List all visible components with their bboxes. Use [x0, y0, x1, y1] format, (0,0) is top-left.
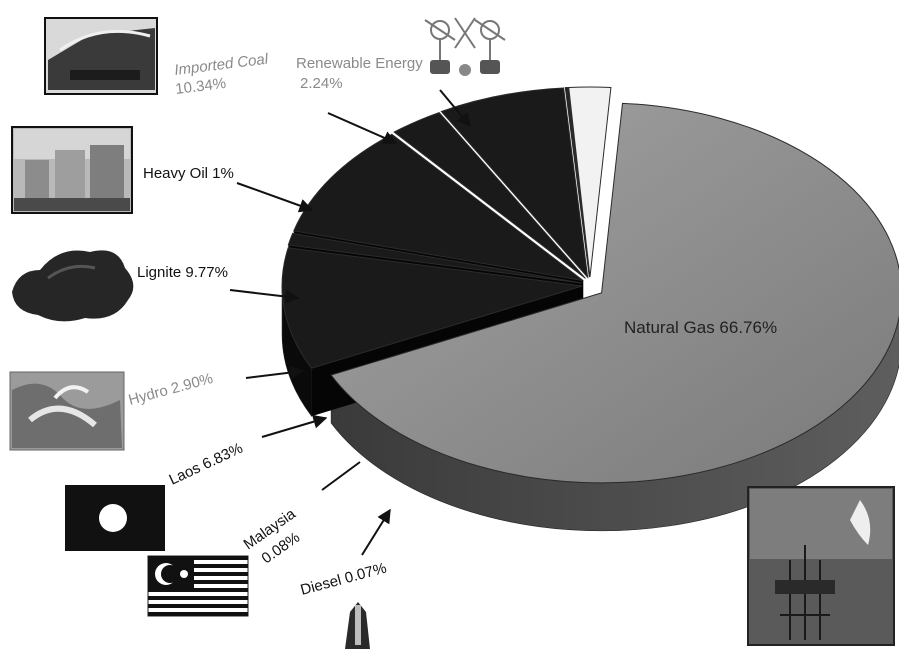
diesel-arrow	[361, 508, 391, 556]
malaysia-arrow	[321, 461, 361, 491]
label-heavy-oil: Heavy Oil 1%	[143, 165, 234, 182]
lignite-rock-icon	[12, 250, 134, 322]
slice-heavy-oil	[287, 232, 583, 284]
label-diesel: Diesel 0.07%	[299, 560, 389, 599]
laos-flag-icon	[65, 485, 165, 551]
slice-diesel	[566, 86, 590, 278]
laos-arrow	[261, 414, 328, 438]
label-imported-coal-value: 10.34%	[174, 75, 227, 98]
coal-train-photo-icon	[44, 17, 158, 95]
oil-tanks-photo-icon	[11, 126, 133, 214]
renewable-arrow	[439, 89, 471, 128]
label-natural-gas: Natural Gas 66.76%	[624, 318, 777, 337]
annotation-arrows	[229, 89, 471, 556]
malaysia-flag-icon	[147, 555, 249, 617]
lignite-arrow	[229, 289, 300, 304]
label-laos: Laos 6.83%	[167, 440, 246, 489]
slice-laos	[440, 87, 589, 279]
diesel-tank-icon	[345, 602, 370, 649]
offshore-rig-photo-icon	[747, 486, 895, 646]
slice-renewable-energy	[568, 86, 612, 278]
slice-natural-gas	[330, 102, 899, 484]
label-lignite: Lignite 9.77%	[137, 264, 228, 281]
heavy-oil-arrow	[236, 182, 314, 213]
pie-layer	[281, 86, 899, 532]
hydro-arrow	[245, 365, 305, 380]
hydro-dam-photo-icon	[9, 371, 125, 451]
label-hydro: Hydro 2.90%	[127, 370, 215, 409]
label-renewable-value: 2.24%	[300, 75, 343, 92]
label-renewable-name: Renewable Energy	[296, 55, 423, 72]
imported-coal-arrow	[327, 112, 398, 145]
wind-turbine-icon	[424, 17, 506, 76]
slice-imported-coal	[281, 247, 583, 369]
